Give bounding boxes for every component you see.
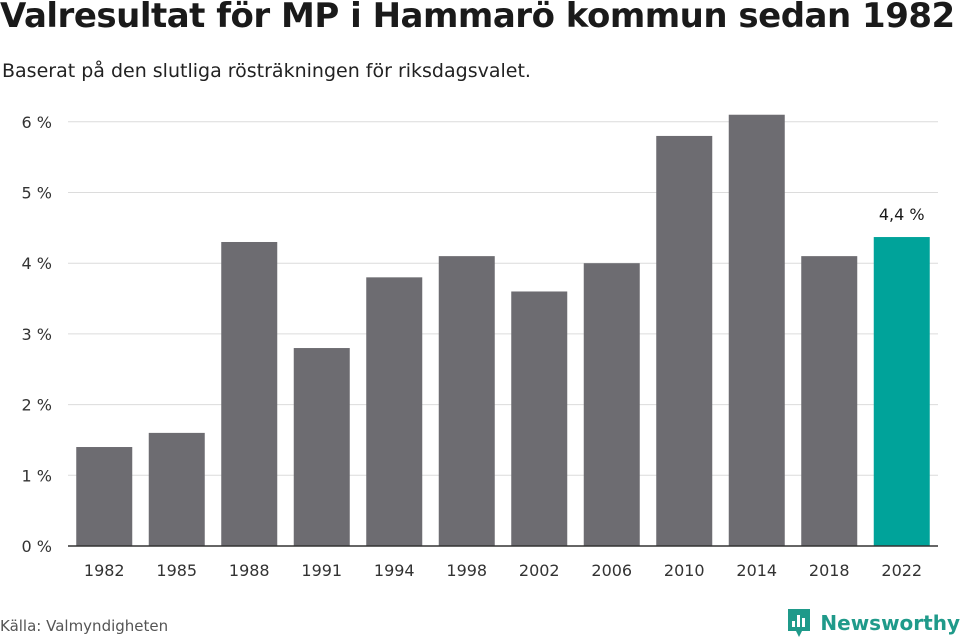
y-tick-label: 5 % xyxy=(22,184,52,203)
bar-2002 xyxy=(511,291,568,546)
x-tick-label: 2014 xyxy=(736,561,777,580)
bar-1994 xyxy=(366,277,423,546)
x-tick-label: 1991 xyxy=(301,561,342,580)
bar-1985 xyxy=(148,432,205,546)
x-tick-label: 1982 xyxy=(84,561,125,580)
bar-1988 xyxy=(221,241,278,547)
bar-2006 xyxy=(583,263,640,546)
bar-2022 xyxy=(873,237,930,546)
bar-2018 xyxy=(801,256,858,546)
x-tick-label: 2018 xyxy=(809,561,850,580)
y-tick-label: 2 % xyxy=(22,396,52,415)
brand-logo: Newsworthy xyxy=(786,607,960,639)
chart-title: Valresultat för MP i Hammarö kommun seda… xyxy=(0,0,955,36)
y-tick-label: 0 % xyxy=(22,537,52,556)
x-tick-label: 2022 xyxy=(881,561,922,580)
x-tick-label: 2002 xyxy=(519,561,560,580)
bar-1991 xyxy=(293,348,350,546)
y-tick-label: 1 % xyxy=(22,466,52,485)
bar-1998 xyxy=(438,256,495,546)
data-label: 4,4 % xyxy=(879,205,925,224)
x-tick-label: 2006 xyxy=(591,561,632,580)
y-tick-label: 4 % xyxy=(22,254,52,273)
x-tick-label: 1994 xyxy=(374,561,415,580)
x-tick-label: 1988 xyxy=(229,561,270,580)
x-tick-label: 2010 xyxy=(664,561,705,580)
bar-1982 xyxy=(76,447,133,546)
x-tick-label: 1985 xyxy=(156,561,197,580)
bar-2010 xyxy=(656,135,713,546)
newsworthy-logo-icon xyxy=(788,609,811,637)
y-tick-label: 3 % xyxy=(22,325,52,344)
bar-2014 xyxy=(728,114,785,547)
x-tick-label: 1998 xyxy=(446,561,487,580)
y-tick-label: 6 % xyxy=(22,113,52,132)
brand-name: Newsworthy xyxy=(820,611,960,635)
source-note: Källa: Valmyndigheten xyxy=(0,617,169,635)
chart-subtitle: Baserat på den slutliga rösträkningen fö… xyxy=(2,60,531,82)
bar-chart: 0 % 1 % 2 % 3 % 4 % 5 % 6 % 1982 1985 1988 1991 199… xyxy=(22,113,938,580)
